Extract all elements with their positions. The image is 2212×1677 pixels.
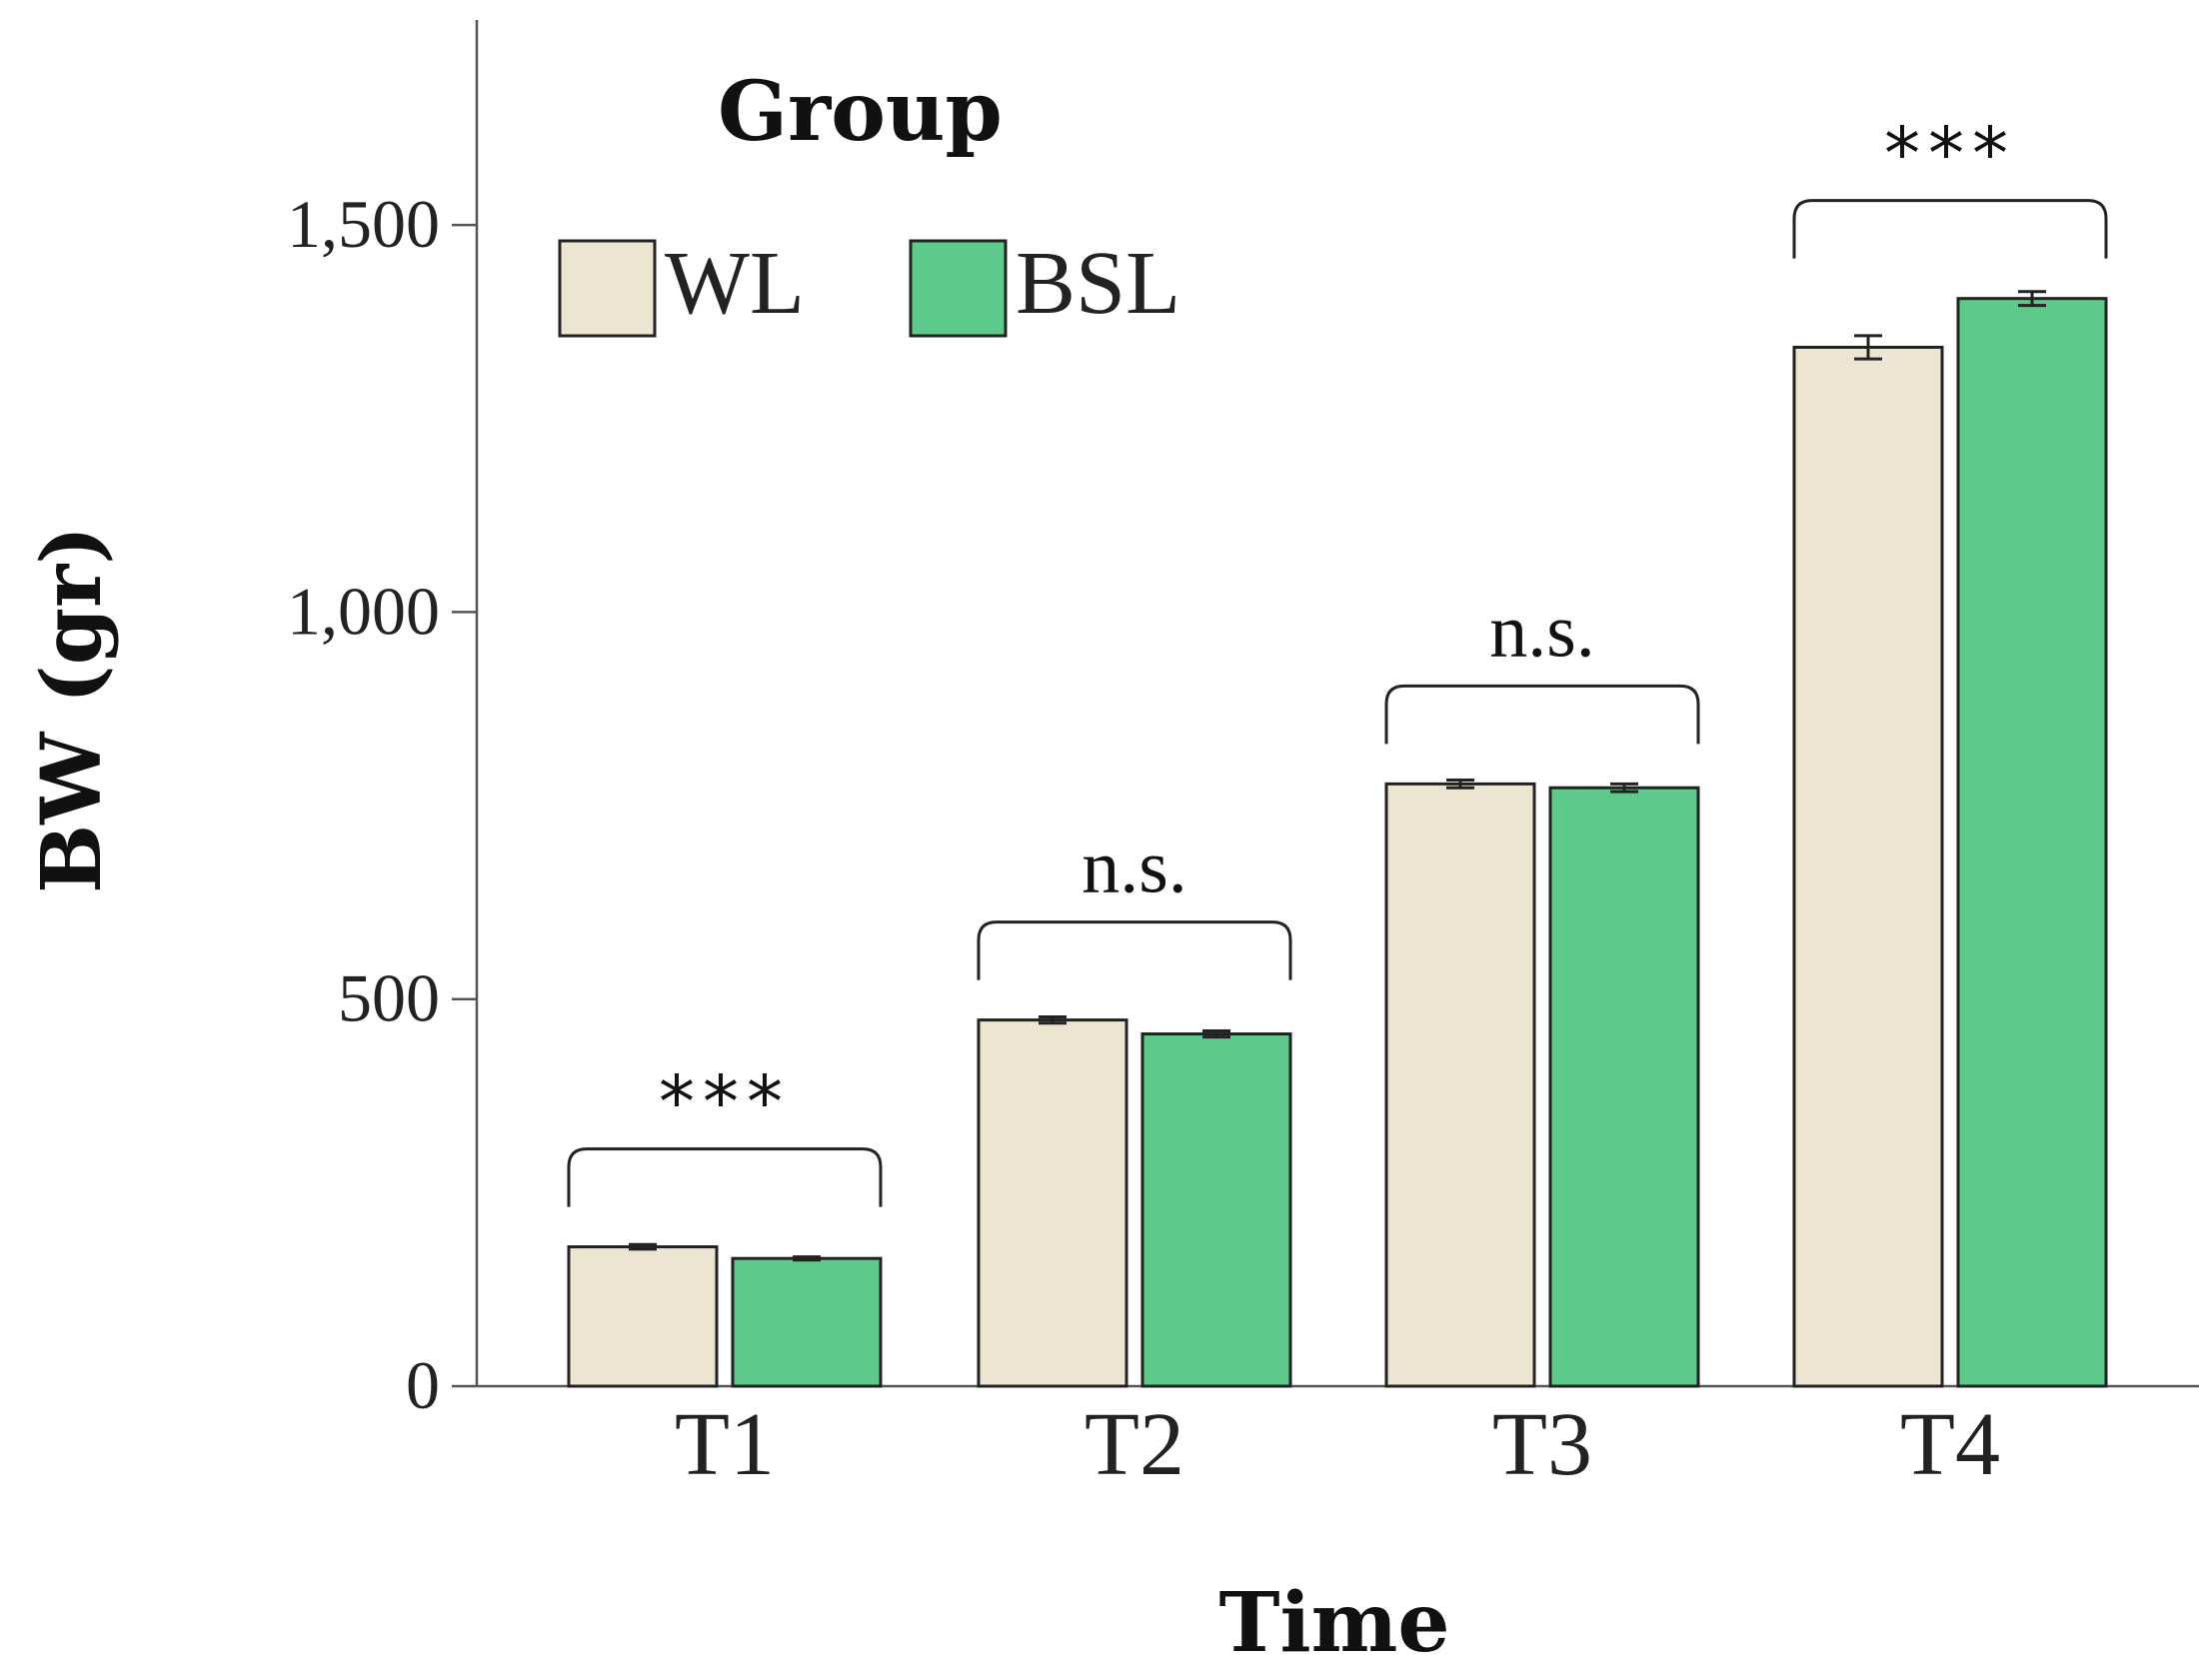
legend: Group WL BSL [558,64,1180,338]
x-axis-title: Time [1218,1575,1449,1671]
significance-label-t3: n.s. [1489,589,1595,673]
y-tick: 0 [406,1347,477,1423]
error-bars-layer [629,290,2046,1262]
y-tick-label: 0 [406,1347,440,1423]
error-bar-wl-t4 [1854,334,1882,361]
bar-wl-t1 [567,1245,719,1388]
legend-label-wl: WL [665,234,805,333]
error-bar-bsl-t3 [1610,782,1638,794]
bars-layer [567,297,2108,1388]
y-tick: 500 [338,960,477,1036]
x-tick-label: T1 [675,1395,775,1494]
x-tick-labels: T1 T2 T3 T4 [675,1395,2000,1494]
bar-wl-t3 [1384,782,1536,1388]
bar-bsl-t1 [731,1256,883,1388]
bar-bsl-t2 [1140,1032,1292,1388]
y-tick-label: 1,000 [287,573,440,649]
error-bar-wl-t3 [1446,778,1474,790]
error-bar-wl-t1 [629,1242,657,1251]
significance-bracket-t3: n.s. [1384,589,1700,745]
y-axis-title: BW (gr) [24,526,120,893]
significance-bracket-t2: n.s. [977,826,1292,980]
y-tick-label: 500 [338,960,440,1036]
x-tick-label: T2 [1085,1395,1184,1494]
bar-wl-t2 [977,1018,1128,1388]
x-tick-label: T3 [1492,1395,1592,1494]
significance-bracket-t4: *** [1792,112,2108,259]
significance-layer: *** n.s. n.s. *** [567,112,2108,1207]
y-tick: 1,000 [287,573,477,649]
significance-label-t2: n.s. [1082,826,1187,909]
x-tick-label: T4 [1900,1395,2000,1494]
legend-label-bsl: BSL [1016,234,1180,333]
y-ticks: 0 500 1,000 1,500 [287,186,477,1423]
error-bar-wl-t2 [1039,1015,1067,1025]
bar-wl-t4 [1792,345,1944,1388]
bar-bsl-t3 [1548,786,1700,1388]
legend-swatch-wl [558,239,657,338]
error-bar-bsl-t2 [1202,1028,1230,1039]
error-bar-bsl-t1 [793,1255,821,1262]
legend-swatch-bsl [909,239,1008,338]
error-bar-bsl-t4 [2018,290,2046,308]
y-tick: 1,500 [287,186,477,262]
y-tick-label: 1,500 [287,186,440,262]
significance-label-t1: *** [659,1060,791,1144]
bar-bsl-t4 [1956,297,2108,1388]
significance-label-t4: *** [1884,112,2016,196]
legend-title: Group [718,64,1003,160]
significance-bracket-t1: *** [567,1060,883,1207]
